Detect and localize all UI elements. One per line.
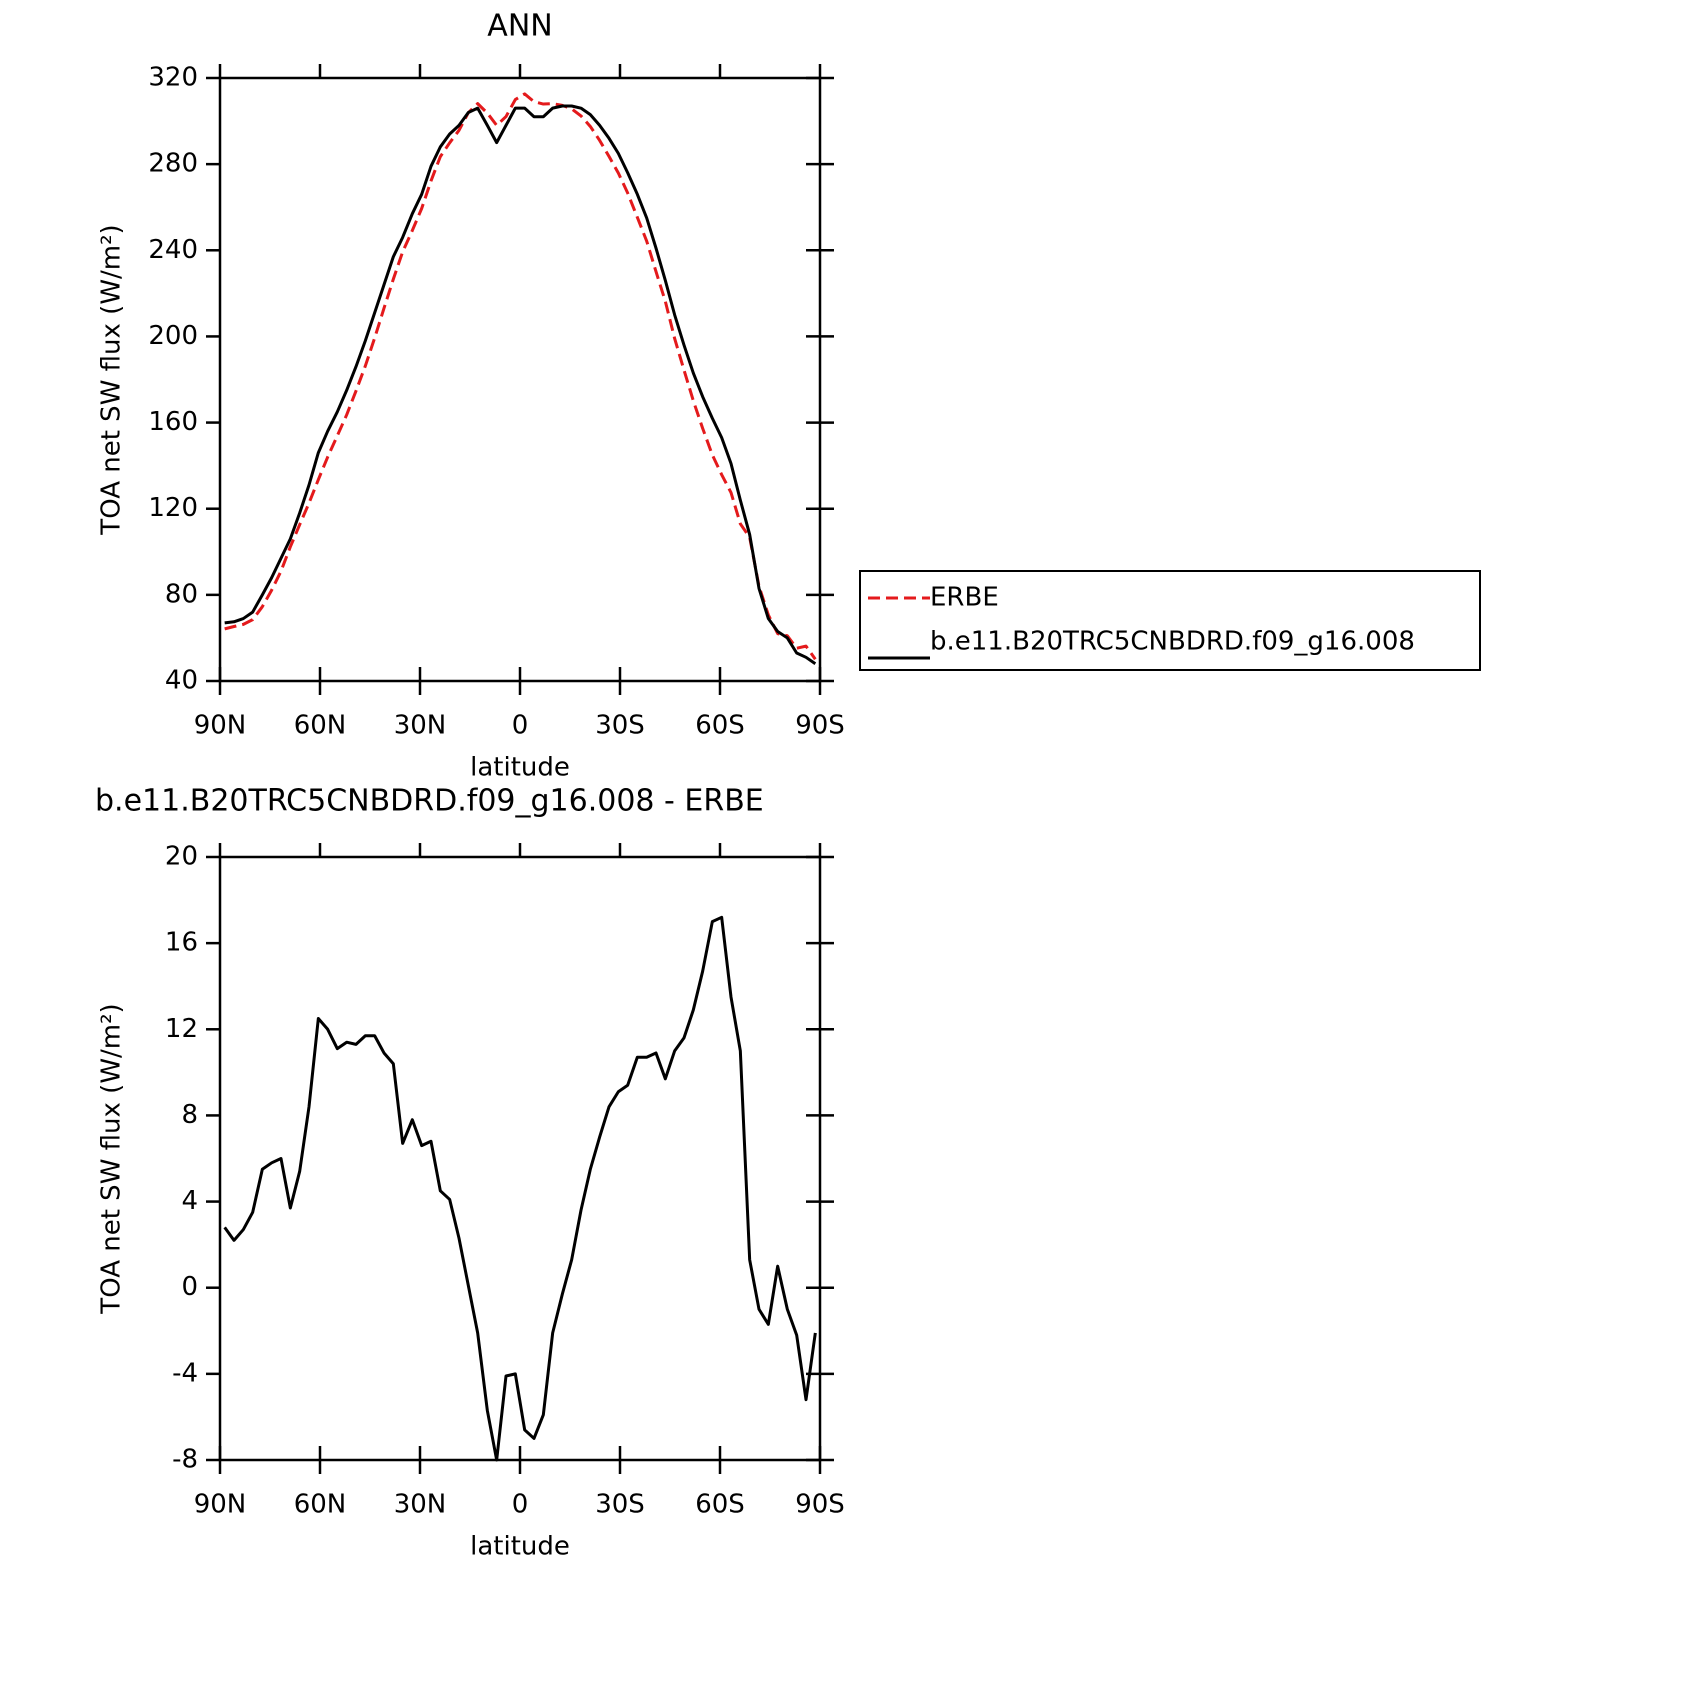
x-tick-label: 30N xyxy=(394,1490,447,1520)
y-tick-label: 16 xyxy=(165,928,198,958)
y-tick-label: 80 xyxy=(165,579,198,609)
y-tick-label: 40 xyxy=(165,666,198,696)
y-tick-label: 20 xyxy=(165,842,198,872)
y-tick-label: 280 xyxy=(148,149,198,179)
y-tick-label: 320 xyxy=(148,63,198,93)
data-line xyxy=(224,92,817,661)
y-tick-label: -8 xyxy=(172,1445,198,1475)
chart-title: ANN xyxy=(487,9,552,44)
legend-label: ERBE xyxy=(930,583,999,613)
x-axis-label: latitude xyxy=(470,1532,570,1562)
legend-box xyxy=(859,570,1481,671)
legend-label: b.e11.B20TRC5CNBDRD.f09_g16.008 xyxy=(930,627,1415,657)
x-tick-label: 0 xyxy=(512,711,529,741)
y-tick-label: 4 xyxy=(181,1186,198,1216)
y-tick-label: 12 xyxy=(165,1014,198,1044)
y-tick-label: 120 xyxy=(148,493,198,523)
x-tick-label: 30S xyxy=(595,711,645,741)
y-tick-label: 200 xyxy=(148,321,198,351)
x-tick-label: 30S xyxy=(595,1490,645,1520)
x-axis-label: latitude xyxy=(470,753,570,783)
plot-frame xyxy=(218,855,822,1462)
x-tick-label: 60N xyxy=(294,711,347,741)
chart-title: b.e11.B20TRC5CNBDRD.f09_g16.008 - ERBE xyxy=(95,784,764,819)
plot-frame xyxy=(218,76,822,683)
x-tick-label: 90N xyxy=(194,1490,247,1520)
x-tick-label: 90N xyxy=(194,711,247,741)
y-tick-label: 160 xyxy=(148,407,198,437)
x-tick-label: 30N xyxy=(394,711,447,741)
x-tick-label: 0 xyxy=(512,1490,529,1520)
x-tick-label: 60S xyxy=(695,1490,745,1520)
x-tick-label: 60N xyxy=(294,1490,347,1520)
y-tick-label: 8 xyxy=(181,1100,198,1130)
x-tick-label: 90S xyxy=(795,711,845,741)
y-tick-label: 0 xyxy=(181,1272,198,1302)
y-axis-label: TOA net SW flux (W/m²) xyxy=(97,224,127,535)
y-tick-label: -4 xyxy=(172,1358,198,1388)
y-axis-label: TOA net SW flux (W/m²) xyxy=(97,1003,127,1314)
y-tick-label: 240 xyxy=(148,235,198,265)
data-line xyxy=(223,915,817,1462)
x-tick-label: 90S xyxy=(795,1490,845,1520)
x-tick-label: 60S xyxy=(695,711,745,741)
data-line xyxy=(224,104,817,666)
